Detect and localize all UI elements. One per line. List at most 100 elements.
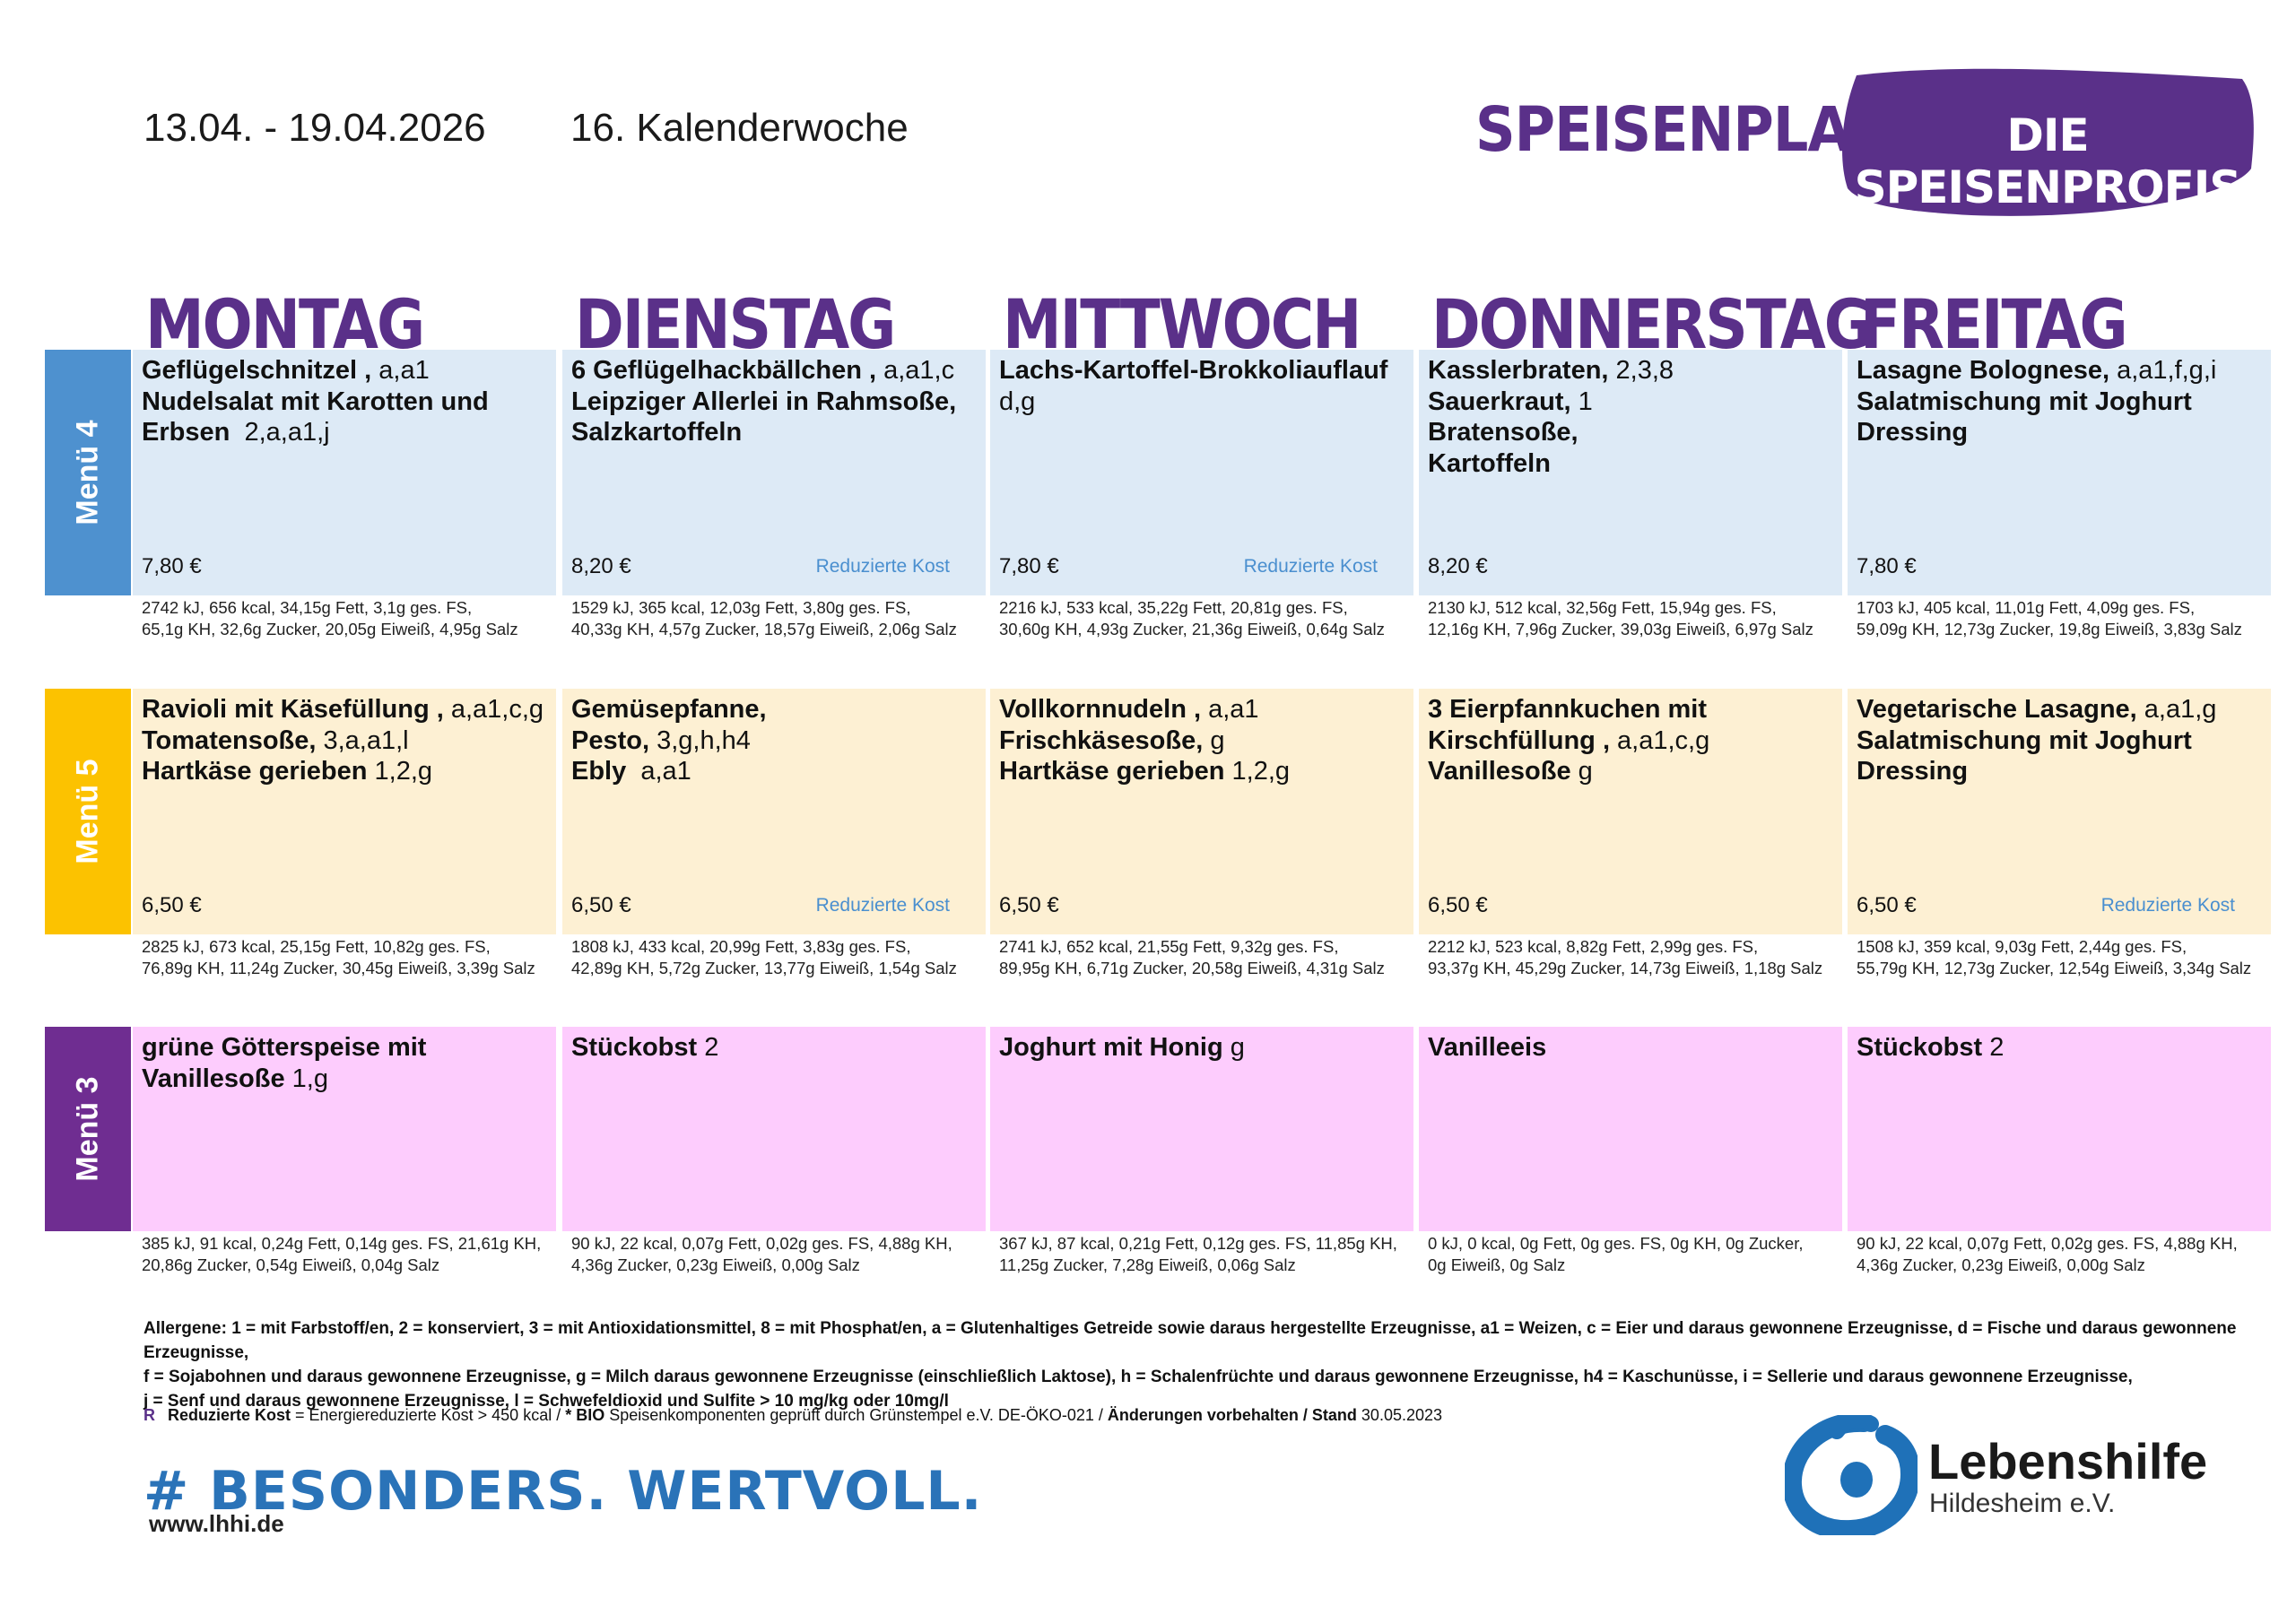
allergen-codes: a,a1 [626,757,691,786]
allergen-codes: 2,3,8 [1608,356,1674,385]
nutrition-line: 2741 kJ, 652 kcal, 21,55g Fett, 9,32g ge… [999,937,1339,956]
dish-name: Pesto, [571,725,650,755]
menu-5-label: Menü 5 [45,689,131,934]
dish-line: Ebly a,a1 [571,756,977,787]
dish-line: 6 Geflügelhackbällchen , a,a1,c [571,355,977,386]
menu-label-text: Menü 5 [70,759,105,864]
allergen-codes: 1,g [284,1064,328,1093]
menu-label-text: Menü 4 [70,420,105,525]
nutrition-info: 2130 kJ, 512 kcal, 32,56g Fett, 15,94g g… [1428,597,1813,640]
dish-name: Ebly [571,757,627,786]
website-link[interactable]: www.lhhi.de [149,1510,284,1537]
nutrition-line: 40,33g KH, 4,57g Zucker, 18,57g Eiweiß, … [571,620,957,638]
allergen-codes: 1,2,g [1224,757,1291,786]
dish-name: Kasslerbraten, [1428,356,1609,385]
dish-name: Salzkartoffeln [571,418,743,447]
dish-line: Kasslerbraten, 2,3,8 [1428,355,1833,386]
legend-date: 30.05.2023 [1356,1406,1443,1424]
dish-line: Joghurt mit Honig g [999,1032,1405,1064]
dish-name: Dressing [1857,418,1969,447]
dish-name: Salatmischung mit Joghurt [1857,386,2192,416]
dish-line: Kartoffeln [1428,448,1833,480]
dish-line: Vollkornnudeln , a,a1 [999,694,1405,725]
dish-line: Salzkartoffeln [571,417,977,448]
dish-line: grüne Götterspeise mit [142,1032,547,1064]
reduced-diet-tag: Reduzierte Kost [815,556,950,577]
nutrition-line: 42,89g KH, 5,72g Zucker, 13,77g Eiweiß, … [571,959,957,977]
nutrition-line: 90 kJ, 22 kcal, 0,07g Fett, 0,02g ges. F… [571,1234,952,1253]
dish-name: Frischkäsesoße, [999,725,1204,755]
menu-3-freitag-cell: Stückobst 2 [1848,1027,2271,1231]
nutrition-line: 367 kJ, 87 kcal, 0,21g Fett, 0,12g ges. … [999,1234,1397,1253]
dish-line: Vegetarische Lasagne, a,a1,g [1857,694,2262,725]
allergen-line-2: f = Sojabohnen und daraus gewonnene Erze… [144,1368,2133,1386]
nutrition-line: 65,1g KH, 32,6g Zucker, 20,05g Eiweiß, 4… [142,620,518,638]
allergen-line-3: j = Senf und daraus gewonnene Erzeugniss… [144,1392,949,1411]
dish-line: Lachs-Kartoffel-Brokkoliauflauf [999,355,1405,386]
brand-badge-label: DIE SPEISENPROFIS [1854,109,2242,213]
date-range: 13.04. - 19.04.2026 [144,106,486,150]
nutrition-line: 59,09g KH, 12,73g Zucker, 19,8g Eiweiß, … [1857,620,2242,638]
allergen-codes: a,a1,g [2136,695,2217,724]
reduced-diet-tag: Reduzierte Kost [1243,556,1378,577]
menu-5-montag-cell: Ravioli mit Käsefüllung , a,a1,c,g Tomate… [133,689,556,934]
menu-4-freitag-cell: Lasagne Bolognese, a,a1,f,g,i Salatmischu… [1848,350,2271,595]
allergen-codes: d,g [999,386,1036,416]
price: 6,50 € [1857,893,1917,917]
dish-name: Stückobst [571,1033,698,1062]
allergen-codes: 3,a,a1,l [316,725,409,755]
allergen-codes: 2,a,a1,j [230,418,330,447]
legend-change: Änderungen vorbehalten / Stand [1107,1406,1357,1424]
allergen-codes: 2 [697,1033,719,1062]
nutrition-line: 89,95g KH, 6,71g Zucker, 20,58g Eiweiß, … [999,959,1385,977]
dish-line: Dressing [1857,756,2262,787]
nutrition-line: 12,16g KH, 7,96g Zucker, 39,03g Eiweiß, … [1428,620,1813,638]
hashtag-slogan: # BESONDERS. WERTVOLL. [144,1460,983,1523]
brand-badge: DIE SPEISENPROFIS [1837,63,2258,224]
nutrition-info: 2216 kJ, 533 kcal, 35,22g Fett, 20,81g g… [999,597,1385,640]
dish-line: Salatmischung mit Joghurt [1857,386,2262,418]
nutrition-line: 385 kJ, 91 kcal, 0,24g Fett, 0,14g ges. … [142,1234,542,1253]
allergen-codes: 2 [1982,1033,2005,1062]
nutrition-line: 4,36g Zucker, 0,23g Eiweiß, 0,00g Salz [571,1255,860,1274]
legend-reduced: Reduzierte Kost [168,1406,291,1424]
menu-5-donnerstag-cell: 3 Eierpfannkuchen mit Kirschfüllung , a,a… [1419,689,1842,934]
dish-name: 6 Geflügelhackbällchen , [571,356,877,385]
legend: R Reduzierte Kost = Energiereduzierte Kos… [144,1406,1442,1425]
dish-name: Gemüsepfanne, [571,695,767,724]
legend-reduced-desc: = Energiereduzierte Kost > 450 kcal / [291,1406,566,1424]
dish-line: Frischkäsesoße, g [999,725,1405,757]
allergen-codes: g [1222,1033,1245,1062]
allergen-codes: 1 [1570,386,1593,416]
dish-line: Kirschfüllung , a,a1,c,g [1428,725,1833,757]
reduced-diet-tag: Reduzierte Kost [815,895,950,916]
dish-name: 3 Eierpfannkuchen mit [1428,695,1708,724]
brush-stroke-shape [1842,68,2254,216]
dish-line: Tomatensoße, 3,a,a1,l [142,725,547,757]
dish-line: Geflügelschnitzel , a,a1 [142,355,547,386]
nutrition-line: 1529 kJ, 365 kcal, 12,03g Fett, 3,80g ge… [571,598,911,617]
dish-line: Salatmischung mit Joghurt [1857,725,2262,757]
dish-line: Vanillesoße 1,g [142,1064,547,1095]
dish-name: Tomatensoße, [142,725,317,755]
menu-5-dienstag-cell: Gemüsepfanne, Pesto, 3,g,h,h4 Ebly a,a1 6,5… [562,689,986,934]
nutrition-line: 2742 kJ, 656 kcal, 34,15g Fett, 3,1g ges… [142,598,473,617]
dish-name: Leipziger Allerlei in Rahmsoße, [571,386,957,416]
allergen-codes: a,a1,c,g [443,695,544,724]
dish-name: Ravioli mit Käsefüllung , [142,695,444,724]
price: 7,80 € [142,554,202,578]
dish-line: Vanillesoße g [1428,756,1833,787]
allergen-codes: g [1570,757,1593,786]
menu-4-label: Menü 4 [45,350,131,595]
dish-line: Bratensoße, [1428,417,1833,448]
nutrition-line: 2825 kJ, 673 kcal, 25,15g Fett, 10,82g g… [142,937,491,956]
dish-name: Bratensoße, [1428,418,1578,447]
dish-line: Hartkäse gerieben 1,2,g [999,756,1405,787]
legend-bio: * BIO [565,1406,605,1424]
dish-name: Lachs-Kartoffel-Brokkoliauflauf [999,356,1388,385]
nutrition-line: 1703 kJ, 405 kcal, 11,01g Fett, 4,09g ge… [1857,598,2196,617]
dish-name: Hartkäse gerieben [999,757,1225,786]
nutrition-line: 1808 kJ, 433 kcal, 20,99g Fett, 3,83g ge… [571,937,911,956]
nutrition-line: 2130 kJ, 512 kcal, 32,56g Fett, 15,94g g… [1428,598,1777,617]
legend-bio-desc: Speisenkomponenten geprüft durch Grünste… [604,1406,1108,1424]
